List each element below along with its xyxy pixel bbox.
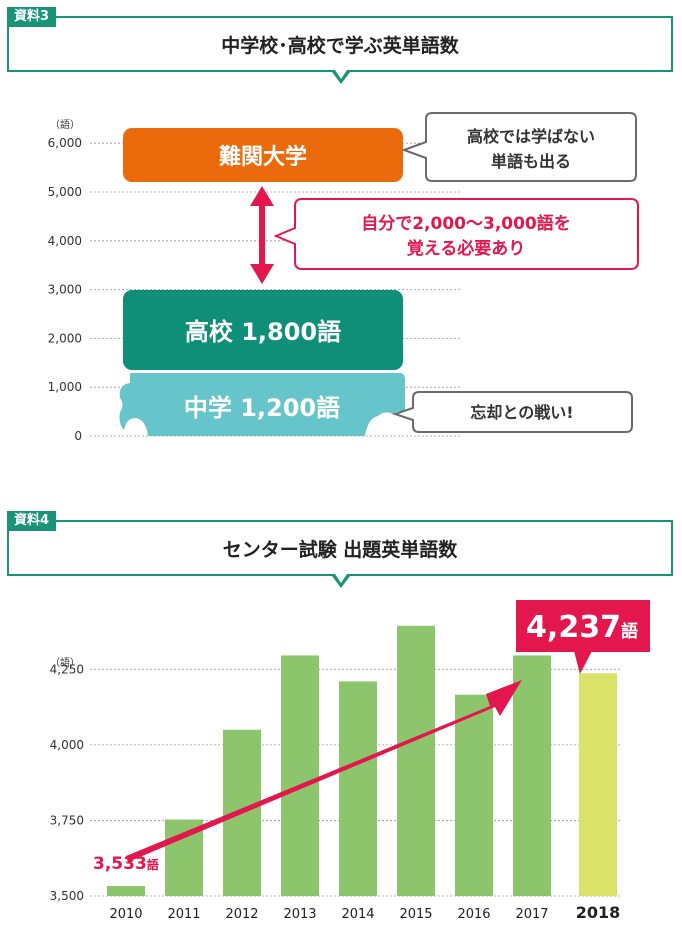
forget-note-text: 忘却との戦い!	[470, 403, 573, 422]
panel3-title: 中学校･高校で学ぶ英単語数	[7, 16, 673, 72]
gap-note-callout: 自分で2,000～3,000語を 覚える必要あり	[273, 198, 639, 270]
junior-high-label: 中学 1,200語	[184, 394, 340, 422]
university-note-line2: 単語も出る	[491, 152, 571, 171]
panel-vocabulary-levels: 資料3 中学校･高校で学ぶ英単語数 （語） 0 1,000 2,000 3,000 4,…	[7, 7, 673, 443]
svg-text:4,237語: 4,237語	[526, 610, 638, 645]
end-value: 4,237	[526, 610, 621, 645]
panel3-tick-label: 0	[74, 429, 82, 443]
panel3-tick-label: 2,000	[48, 331, 82, 345]
panel3-tick-label: 4,000	[48, 234, 82, 248]
chart-bars	[107, 625, 617, 896]
high-school-block: 高校 1,800語	[123, 290, 403, 370]
svg-text:3,533語: 3,533語	[93, 854, 159, 874]
end-unit: 語	[621, 621, 638, 642]
panel3-tick-label: 1,000	[48, 380, 82, 394]
x-tick-label-2010: 2010	[109, 907, 142, 922]
chart-y-tick-label: 3,500	[50, 889, 84, 903]
trend-arrow	[126, 680, 522, 862]
panel3-tick-label: 3,000	[48, 283, 82, 297]
bar-2010	[107, 886, 145, 896]
x-tick-label-2014: 2014	[341, 907, 374, 922]
university-block: 難関大学	[123, 128, 403, 182]
university-note-line1: 高校では学ばない	[467, 127, 595, 146]
x-tick-label-2018: 2018	[576, 903, 621, 922]
bar-2015	[397, 625, 435, 896]
chart-y-tick-label: 4,000	[50, 738, 84, 752]
forget-note-callout: 忘却との戦い!	[391, 391, 633, 433]
panel-exam-word-count: 資料4 センター試験 出題英単語数 （語） 3,500 3,750 4,000 4,2…	[0, 504, 682, 929]
university-label: 難関大学	[219, 144, 307, 170]
x-tick-label-2012: 2012	[225, 907, 258, 922]
bar-2016	[455, 694, 493, 896]
panel3-tag: 資料3	[7, 7, 57, 27]
panel3-tick-label: 6,000	[48, 136, 82, 150]
gap-double-arrow	[250, 186, 274, 284]
bar-2013	[281, 655, 319, 896]
chart-y-tick-label: 3,750	[50, 813, 84, 827]
panel3-unit-label: （語）	[50, 118, 80, 131]
x-tick-label-2011: 2011	[167, 907, 200, 922]
gap-note-line2: 覚える必要あり	[407, 238, 526, 259]
panel4-tag: 資料4	[7, 511, 57, 531]
end-value-callout: 4,237語	[516, 600, 650, 674]
chart-y-tick-labels: 3,500 3,750 4,000 4,250	[50, 662, 84, 903]
vocabulary-level-diagram: （語） 0 1,000 2,000 3,000 4,000 5,000 6,000 中学 1…	[48, 112, 639, 443]
junior-high-block: 中学 1,200語	[119, 373, 405, 436]
high-school-label: 高校 1,800語	[185, 318, 341, 346]
x-tick-label-2015: 2015	[399, 907, 432, 922]
chart-y-tick-label: 4,250	[50, 662, 84, 676]
start-value: 3,533	[93, 854, 147, 874]
gap-note-line1: 自分で2,000～3,000語を	[361, 213, 571, 234]
x-tick-label-2017: 2017	[515, 907, 548, 922]
x-tick-label-2016: 2016	[457, 907, 490, 922]
start-unit: 語	[147, 857, 159, 872]
start-value-annotation: 3,533語	[93, 854, 159, 874]
bar-2017	[513, 655, 551, 896]
panel3-tick-labels: 0 1,000 2,000 3,000 4,000 5,000 6,000	[48, 136, 82, 443]
chart-x-tick-labels: 2010 2011 2012 2013 2014 2015 2016 2017 2018	[109, 903, 620, 922]
x-tick-label-2013: 2013	[283, 907, 316, 922]
panel3-tick-label: 5,000	[48, 185, 82, 199]
bar-2014	[339, 681, 377, 896]
bar-2018	[579, 673, 617, 896]
university-note-callout: 高校では学ばない 単語も出る	[401, 112, 637, 182]
chart-unit-label: （語）	[50, 656, 80, 669]
